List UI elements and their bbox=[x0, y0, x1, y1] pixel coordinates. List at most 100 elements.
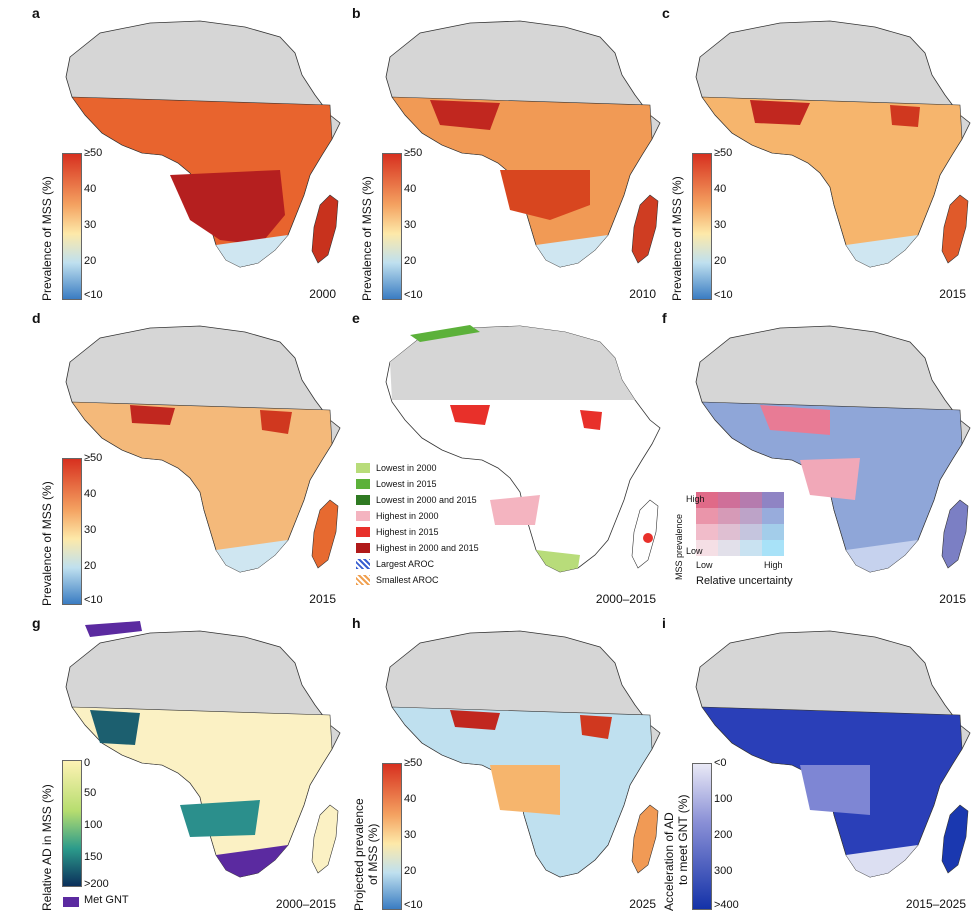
colorbar-title-line1: Projected prevalence bbox=[352, 798, 366, 911]
tick: 20 bbox=[404, 255, 417, 267]
tick: 20 bbox=[84, 560, 97, 572]
period-label: 2015 bbox=[309, 592, 336, 606]
bivariate-y-title: MSS prevalence bbox=[674, 513, 684, 580]
tick: <10 bbox=[84, 289, 103, 301]
tick: 30 bbox=[404, 829, 417, 841]
legend-label: Lowest in 2000 bbox=[376, 463, 437, 473]
colorbar-title: Prevalence of MSS (%) bbox=[360, 176, 374, 301]
panel-a: a ≥50 40 30 20 <10 Prevalence of MSS (%)… bbox=[30, 5, 350, 305]
colorbar-title: Prevalence of MSS (%) bbox=[40, 176, 54, 301]
tick: <10 bbox=[404, 899, 423, 911]
bivariate-high-y: High bbox=[686, 494, 705, 504]
panel-label: c bbox=[662, 5, 670, 21]
tick: ≥50 bbox=[404, 757, 423, 769]
tick: ≥50 bbox=[404, 147, 423, 159]
met-gnt-swatch bbox=[63, 897, 79, 907]
tick: 40 bbox=[714, 183, 727, 195]
tick: <10 bbox=[714, 289, 733, 301]
panel-g: g 0 50 100 150 >200 Met GNT Relative AD … bbox=[30, 615, 350, 915]
colorbar-title-line1: Acceleration of AD bbox=[662, 812, 676, 911]
africa-map bbox=[695, 20, 971, 268]
period-label: 2015 bbox=[939, 287, 966, 301]
tick: <0 bbox=[714, 757, 727, 769]
period-label: 2000–2015 bbox=[275, 897, 336, 911]
met-gnt-label: Met GNT bbox=[84, 894, 129, 906]
legend-item: Lowest in 2000 and 2015 bbox=[356, 492, 479, 508]
period-label: 2015–2025 bbox=[905, 897, 966, 911]
panel-label: a bbox=[32, 5, 40, 21]
tick: >400 bbox=[714, 899, 739, 911]
africa-map bbox=[65, 621, 341, 878]
tick: 40 bbox=[404, 183, 417, 195]
tick: 200 bbox=[714, 829, 733, 841]
panel-i: i <0 100 200 300 >400 Acceleration of AD… bbox=[660, 615, 980, 915]
panel-c: c ≥50 40 30 20 <10 Prevalence of MSS (%)… bbox=[660, 5, 980, 305]
legend-label: Lowest in 2015 bbox=[376, 479, 437, 489]
tick: 20 bbox=[404, 865, 417, 877]
legend-item: Smallest AROC bbox=[356, 572, 479, 588]
tick: 100 bbox=[84, 819, 103, 831]
legend-item: Highest in 2000 bbox=[356, 508, 479, 524]
panel-label: f bbox=[662, 310, 667, 326]
panel-e: e Lowest in 2000 Lowest in 2015 Lowest i… bbox=[350, 310, 670, 610]
period-label: 2015 bbox=[939, 592, 966, 606]
panel-label: h bbox=[352, 615, 361, 631]
africa-map bbox=[65, 325, 341, 573]
panel-b: b ≥50 40 30 20 <10 Prevalence of MSS (%)… bbox=[350, 5, 670, 305]
legend-item: Lowest in 2015 bbox=[356, 476, 479, 492]
tick: ≥50 bbox=[714, 147, 733, 159]
tick: 40 bbox=[404, 793, 417, 805]
panel-label: i bbox=[662, 615, 666, 631]
panel-label: d bbox=[32, 310, 41, 326]
tick: <10 bbox=[84, 594, 103, 606]
tick: <10 bbox=[404, 289, 423, 301]
colorbar bbox=[62, 458, 82, 605]
tick: 30 bbox=[84, 219, 97, 231]
legend-label: Smallest AROC bbox=[376, 575, 439, 585]
colorbar bbox=[62, 760, 82, 887]
colorbar-title-line2: to meet GNT (%) bbox=[676, 794, 690, 885]
bivariate-low-x: Low bbox=[696, 560, 713, 570]
period-label: 2000–2015 bbox=[595, 592, 656, 606]
legend-label: Highest in 2015 bbox=[376, 527, 439, 537]
colorbar-title: Prevalence of MSS (%) bbox=[40, 481, 54, 606]
panel-f: f MSS prevalence High Low Low High Relat… bbox=[660, 310, 980, 610]
colorbar bbox=[382, 763, 402, 910]
legend: Lowest in 2000 Lowest in 2015 Lowest in … bbox=[356, 460, 479, 588]
legend-item: Highest in 2015 bbox=[356, 524, 479, 540]
legend-label: Highest in 2000 bbox=[376, 511, 439, 521]
bivariate-low-y: Low bbox=[686, 546, 703, 556]
colorbar bbox=[62, 153, 82, 300]
panel-label: g bbox=[32, 615, 41, 631]
colorbar bbox=[692, 763, 712, 910]
tick: 50 bbox=[84, 787, 97, 799]
tick: 150 bbox=[84, 851, 103, 863]
period-label: 2025 bbox=[629, 897, 656, 911]
tick: 20 bbox=[714, 255, 727, 267]
tick: 40 bbox=[84, 183, 97, 195]
africa-map bbox=[65, 20, 341, 268]
tick: >200 bbox=[84, 878, 109, 890]
africa-map bbox=[385, 20, 661, 268]
legend-item: Lowest in 2000 bbox=[356, 460, 479, 476]
africa-map bbox=[385, 630, 661, 878]
tick: ≥50 bbox=[84, 452, 103, 464]
tick: 20 bbox=[84, 255, 97, 267]
africa-map bbox=[695, 325, 971, 573]
bivariate-x-title: Relative uncertainty bbox=[696, 575, 793, 587]
bivariate-legend bbox=[696, 492, 784, 556]
period-label: 2010 bbox=[629, 287, 656, 301]
period-label: 2000 bbox=[309, 287, 336, 301]
panel-h: h ≥50 40 30 20 <10 Projected prevalence … bbox=[350, 615, 670, 915]
legend-item: Highest in 2000 and 2015 bbox=[356, 540, 479, 556]
africa-map bbox=[385, 325, 661, 573]
tick: 0 bbox=[84, 757, 91, 769]
tick: 40 bbox=[84, 488, 97, 500]
colorbar bbox=[382, 153, 402, 300]
legend-item: Largest AROC bbox=[356, 556, 479, 572]
tick: 100 bbox=[714, 793, 733, 805]
panel-d: d ≥50 40 30 20 <10 Prevalence of MSS (%)… bbox=[30, 310, 350, 610]
tick: 30 bbox=[84, 524, 97, 536]
panel-label: e bbox=[352, 310, 360, 326]
tick: ≥50 bbox=[84, 147, 103, 159]
